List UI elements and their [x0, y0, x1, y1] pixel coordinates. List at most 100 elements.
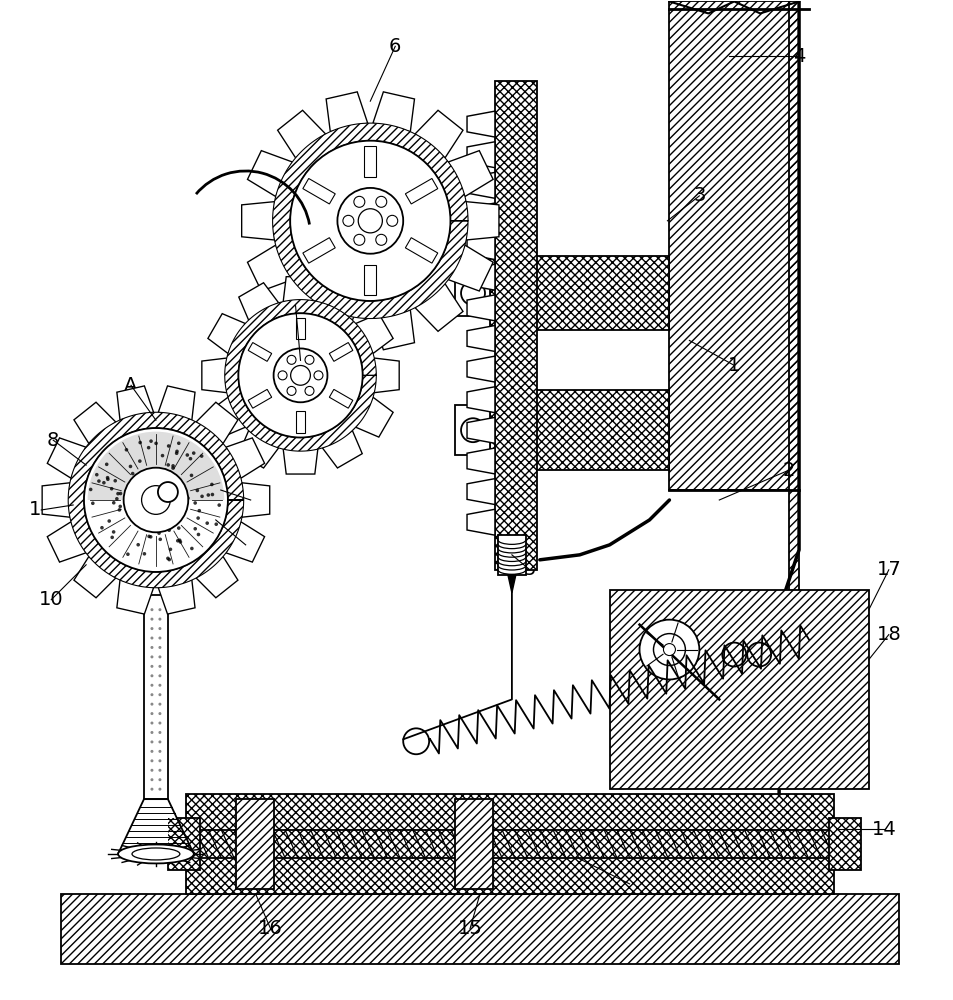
Circle shape [100, 526, 104, 530]
Polygon shape [364, 265, 375, 295]
Circle shape [160, 454, 164, 457]
Bar [828, 818, 860, 870]
Circle shape [151, 703, 153, 706]
Circle shape [158, 608, 161, 611]
Polygon shape [295, 411, 305, 433]
Circle shape [287, 355, 295, 364]
Polygon shape [467, 479, 495, 505]
Polygon shape [467, 509, 495, 535]
Circle shape [106, 476, 110, 479]
Bar [168, 818, 199, 870]
Circle shape [125, 498, 128, 502]
Bar [669, 1, 799, 490]
Polygon shape [364, 146, 375, 177]
Circle shape [112, 530, 115, 534]
Circle shape [171, 466, 174, 470]
Circle shape [210, 483, 213, 486]
Circle shape [214, 522, 218, 526]
Circle shape [172, 501, 175, 505]
Circle shape [158, 769, 161, 772]
Polygon shape [48, 522, 86, 562]
Circle shape [151, 788, 153, 791]
Text: 4: 4 [792, 47, 804, 66]
Text: 3: 3 [693, 186, 705, 205]
Polygon shape [467, 264, 495, 290]
Circle shape [151, 759, 153, 762]
Circle shape [136, 543, 140, 547]
Circle shape [151, 665, 153, 668]
Bar [609, 590, 868, 789]
Polygon shape [225, 300, 375, 451]
Circle shape [305, 355, 314, 364]
Circle shape [158, 618, 161, 621]
Ellipse shape [118, 844, 193, 863]
Polygon shape [277, 110, 325, 158]
Circle shape [177, 441, 180, 445]
Text: 5: 5 [523, 560, 536, 579]
Polygon shape [322, 431, 362, 468]
Circle shape [190, 547, 193, 550]
Circle shape [166, 463, 170, 467]
Circle shape [144, 511, 148, 514]
Polygon shape [158, 386, 194, 420]
Circle shape [158, 655, 161, 658]
Circle shape [158, 750, 161, 753]
Circle shape [158, 637, 161, 640]
Polygon shape [467, 448, 495, 474]
Circle shape [111, 536, 113, 539]
Polygon shape [74, 402, 115, 443]
Circle shape [151, 618, 153, 621]
Circle shape [159, 512, 163, 516]
Text: A: A [124, 376, 137, 395]
Polygon shape [283, 277, 317, 302]
Circle shape [129, 493, 132, 497]
Bar [669, 1, 799, 490]
Circle shape [151, 722, 153, 725]
Circle shape [148, 479, 152, 482]
Polygon shape [329, 389, 353, 408]
Polygon shape [467, 111, 495, 137]
Circle shape [126, 552, 130, 556]
Circle shape [174, 451, 178, 455]
Circle shape [189, 457, 193, 460]
Polygon shape [326, 310, 367, 350]
Circle shape [178, 540, 182, 544]
Text: 9: 9 [239, 535, 252, 554]
Circle shape [274, 348, 327, 402]
Circle shape [112, 501, 115, 505]
Circle shape [211, 493, 214, 496]
Polygon shape [467, 203, 495, 229]
Circle shape [180, 489, 184, 492]
Circle shape [291, 365, 310, 385]
Circle shape [205, 521, 209, 525]
Circle shape [84, 428, 228, 572]
Bar [455, 271, 490, 316]
Polygon shape [196, 402, 237, 443]
Circle shape [238, 313, 362, 438]
Circle shape [200, 495, 204, 498]
Polygon shape [507, 575, 516, 593]
Circle shape [158, 712, 161, 715]
Text: 2: 2 [782, 461, 795, 480]
Circle shape [158, 684, 161, 687]
Text: 10: 10 [39, 590, 64, 609]
Circle shape [177, 538, 181, 542]
Circle shape [176, 526, 180, 530]
Polygon shape [238, 431, 278, 468]
Bar [186, 794, 833, 894]
Circle shape [108, 519, 111, 523]
Circle shape [151, 646, 153, 649]
Circle shape [176, 494, 180, 498]
Bar [497, 535, 525, 575]
Circle shape [151, 740, 153, 743]
Polygon shape [247, 151, 292, 197]
Polygon shape [467, 142, 495, 168]
Bar [168, 818, 199, 870]
Polygon shape [326, 92, 367, 132]
Circle shape [118, 492, 122, 495]
Circle shape [138, 459, 141, 463]
Circle shape [113, 479, 117, 483]
Circle shape [151, 731, 153, 734]
Circle shape [126, 500, 130, 504]
Polygon shape [202, 358, 227, 393]
